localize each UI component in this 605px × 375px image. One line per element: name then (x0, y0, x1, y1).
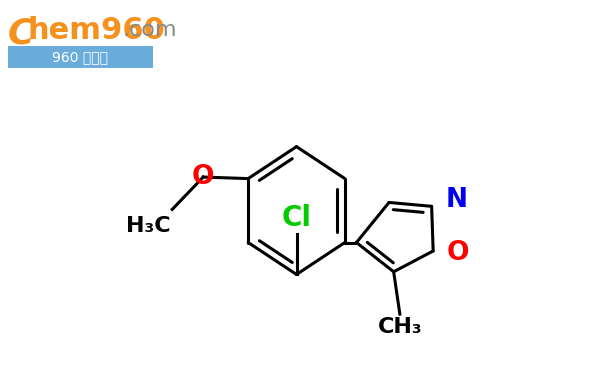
Text: C: C (8, 16, 34, 50)
Text: hem960: hem960 (28, 16, 166, 45)
Text: H₃C: H₃C (126, 216, 171, 236)
Bar (8, 46, 153, 68)
Text: N: N (445, 187, 468, 213)
Text: Cl: Cl (281, 204, 312, 232)
Text: O: O (192, 164, 215, 190)
Text: O: O (447, 240, 469, 266)
Text: .com: .com (123, 20, 177, 40)
Text: 960 化工网: 960 化工网 (52, 50, 108, 64)
Text: CH₃: CH₃ (378, 317, 422, 337)
